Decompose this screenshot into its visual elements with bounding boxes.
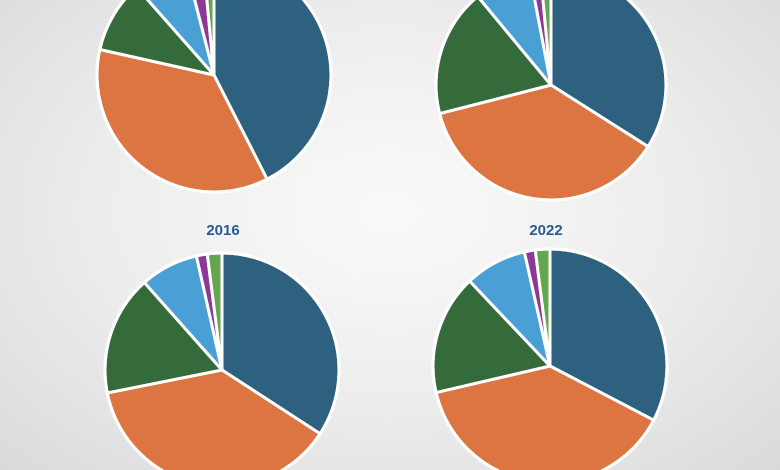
pie-4-outline (431, 247, 669, 470)
pie-2-slice-5 (533, 0, 553, 87)
pie-chart-2 (434, 0, 668, 202)
chart-title-2022: 2022 (529, 222, 563, 239)
pie-2-slice-6 (541, 0, 553, 87)
pie-chart-3 (103, 251, 341, 470)
pie-1-slice-4 (145, 0, 216, 77)
pie-chart-1 (95, 0, 333, 194)
pie-3-outline (103, 251, 341, 470)
pie-1-slice-6 (205, 0, 216, 77)
pie-1-outline (95, 0, 333, 194)
pie-2-outline (434, 0, 668, 202)
pie-2-slice-4 (478, 0, 553, 87)
pie-chart-4 (431, 247, 669, 470)
pie-1-slice-5 (193, 0, 216, 77)
chart-title-2016: 2016 (206, 222, 240, 239)
